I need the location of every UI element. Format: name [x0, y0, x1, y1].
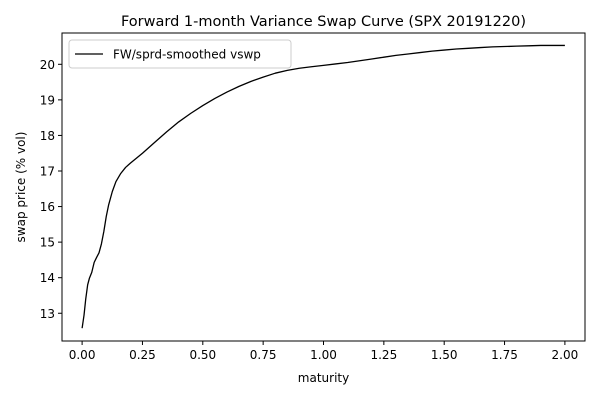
x-axis: 0.00 0.25 0.50 0.75 1.00 1.25 1.50 1.75 2.00 [69, 341, 579, 362]
legend-box [68, 39, 292, 69]
x-tick-label: 0.25 [129, 348, 156, 362]
series-layer [81, 44, 565, 329]
y-tick-label: 14 [40, 271, 55, 285]
legend-label: FW/sprd-smoothed vswp [113, 48, 261, 62]
y-tick-label: 17 [40, 164, 55, 178]
x-tick-label: 1.50 [431, 348, 458, 362]
series-line [81, 44, 565, 329]
plot-area: 0.00 0.25 0.50 0.75 1.00 1.25 1.50 1.75 2.00 131… [40, 32, 586, 362]
x-tick-label: 1.75 [491, 348, 518, 362]
y-axis-label: swap price (% vol) [14, 132, 28, 243]
y-tick-label: 16 [40, 200, 55, 214]
y-axis: 13 14 15 16 17 18 19 20 [40, 58, 62, 321]
x-tick-label: 0.50 [189, 348, 216, 362]
y-tick-label: 18 [40, 129, 55, 143]
legend: FW/sprd-smoothed vswp [68, 39, 292, 69]
x-tick-label: 0.00 [69, 348, 96, 362]
y-tick-label: 20 [40, 58, 55, 72]
x-tick-label: 1.25 [370, 348, 397, 362]
y-tick-label: 13 [40, 307, 55, 321]
y-tick-label: 19 [40, 93, 55, 107]
x-tick-label: 0.75 [250, 348, 277, 362]
x-tick-label: 1.00 [310, 348, 337, 362]
x-axis-label: maturity [298, 371, 349, 385]
y-tick-label: 15 [40, 236, 55, 250]
x-tick-label: 2.00 [552, 348, 579, 362]
chart-title: Forward 1-month Variance Swap Curve (SPX… [121, 14, 526, 30]
